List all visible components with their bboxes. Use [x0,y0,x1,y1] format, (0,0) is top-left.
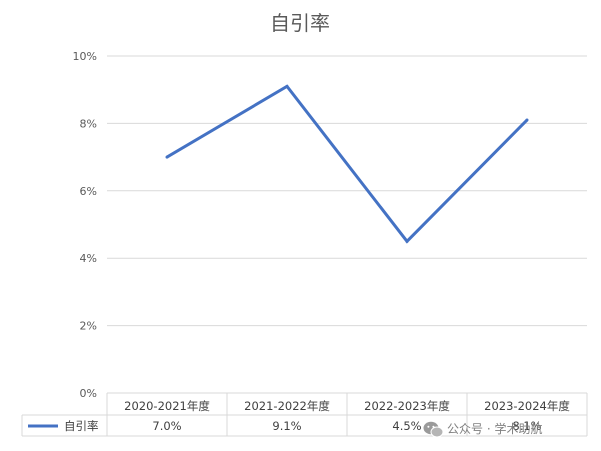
data-point [525,118,529,122]
data-point [165,155,169,159]
y-tick-label: 0% [80,387,97,400]
y-tick-label: 8% [80,117,97,130]
gridlines [107,55,587,394]
data-table: 2020-2021年度 2021-2022年度 2022-2023年度 2023-20… [21,393,588,437]
y-tick-label: 4% [80,252,97,265]
category-label: 2020-2021年度 [124,399,210,413]
category-label: 2023-2024年度 [484,399,570,413]
legend-series-name: 自引率 [64,419,99,433]
y-axis-ticks: 0% 2% 4% 6% 8% 10% [73,50,97,400]
data-point [285,84,289,88]
chart-title: 自引率 [270,11,330,35]
data-value-label: 8.1% [512,419,541,433]
series-layer [165,84,529,244]
series-line [166,84,529,244]
y-tick-label: 2% [80,320,97,333]
data-point [405,239,409,243]
y-tick-label: 6% [80,185,97,198]
watermark-text: 公众号 · 学术助航 [447,421,542,436]
category-label: 2021-2022年度 [244,399,330,413]
category-label: 2022-2023年度 [364,399,450,413]
watermark: 公众号 · 学术助航 [423,421,542,438]
data-value-label: 7.0% [152,419,181,433]
data-value-label: 9.1% [272,419,301,433]
wechat-icon [423,421,444,438]
y-tick-label: 10% [73,50,97,63]
data-value-label: 4.5% [392,419,421,433]
